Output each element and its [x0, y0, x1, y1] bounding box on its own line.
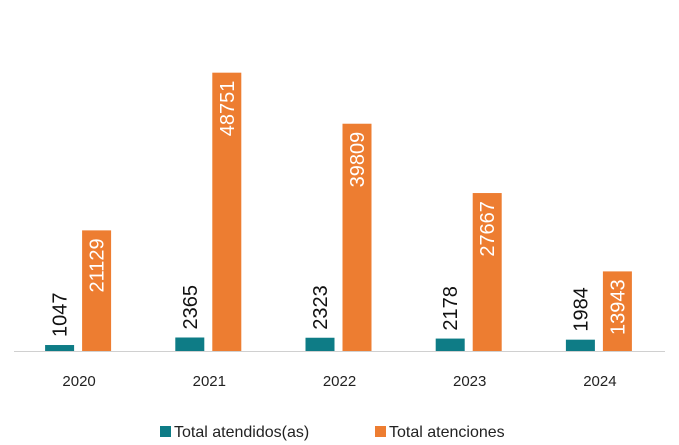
bar — [472, 193, 502, 351]
bar — [82, 230, 112, 351]
data-label: 2365 — [180, 285, 202, 330]
legend-swatch — [160, 426, 171, 437]
data-label: 1047 — [50, 293, 72, 338]
bar — [602, 271, 632, 351]
x-tick-label: 2021 — [193, 373, 226, 390]
data-label: 1984 — [570, 287, 592, 332]
legend-swatch — [375, 426, 386, 437]
data-label: 13943 — [607, 279, 629, 335]
data-label: 2178 — [440, 286, 462, 331]
bar — [212, 72, 242, 351]
bar — [565, 339, 595, 351]
data-label: 21129 — [87, 238, 109, 292]
x-tick-label: 2022 — [323, 373, 356, 390]
data-label: 39809 — [347, 132, 369, 188]
bar — [342, 123, 372, 351]
x-tick-label: 2023 — [453, 373, 486, 390]
bar — [305, 337, 335, 351]
bar — [45, 345, 75, 351]
data-label: 27667 — [477, 201, 499, 257]
data-label: 2323 — [310, 285, 332, 330]
bar — [175, 337, 205, 351]
data-label: 48751 — [217, 81, 239, 137]
legend-label: Total atenciones — [389, 424, 505, 441]
x-tick-label: 2024 — [583, 373, 616, 390]
legend-label: Total atendidos(as) — [174, 424, 309, 441]
bar — [435, 338, 465, 351]
x-tick-label: 2020 — [62, 373, 95, 390]
